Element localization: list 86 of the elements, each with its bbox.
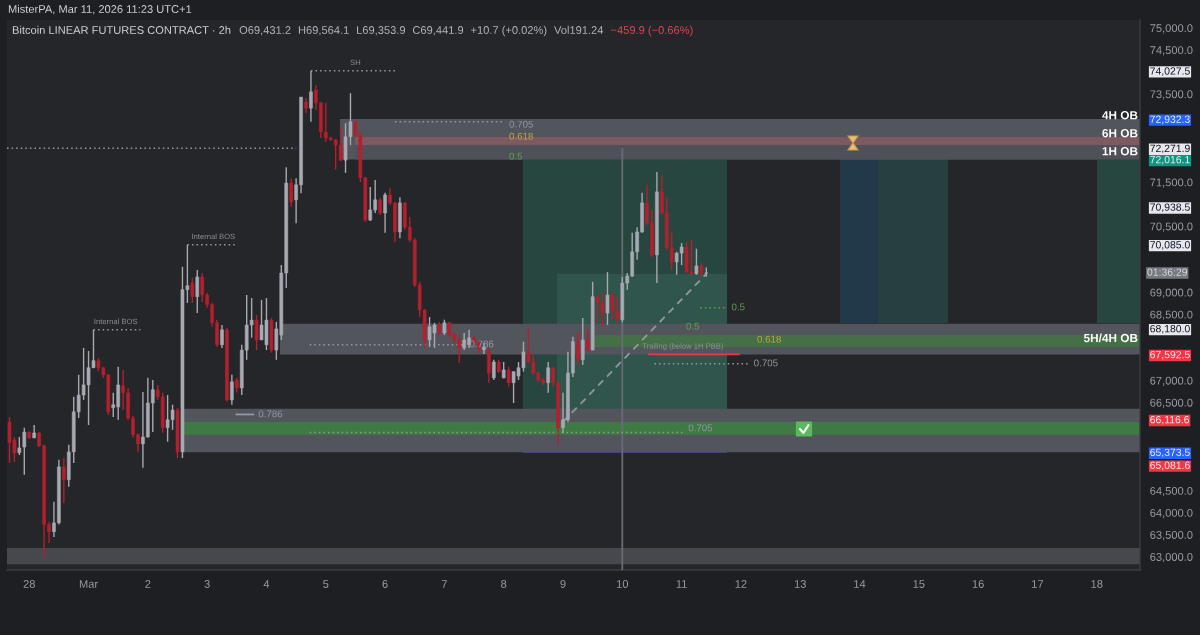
chart-title: MisterPA, Mar 11, 2026 11:23 UTC+1 xyxy=(8,4,192,15)
band-label: 5H/4H OB xyxy=(1083,333,1138,343)
candlestick xyxy=(576,331,580,366)
y-tick-label: 68,180.0 xyxy=(1150,324,1190,334)
y-tick-label: 72,932.3 xyxy=(1150,115,1190,125)
x-tick-label: 8 xyxy=(501,580,507,588)
candlestick xyxy=(230,374,234,406)
annotation: Vol191.24 xyxy=(554,25,604,34)
annotation: 0.618 xyxy=(757,335,781,343)
series-label: 0.786 xyxy=(258,410,283,418)
y-tick-label: 72,016.1 xyxy=(1150,155,1190,165)
y-tick-label: 74,500.0 xyxy=(1150,46,1193,56)
annotation: L69,353.9 xyxy=(357,26,406,36)
x-tick-label: 28 xyxy=(23,580,35,588)
y-tick-label: 70,938.5 xyxy=(1150,203,1190,213)
candlestick xyxy=(491,359,496,381)
y-tick-label: 66,500.0 xyxy=(1150,398,1193,408)
y-tick-label: 65,081.6 xyxy=(1150,461,1190,471)
y-tick-label: 70,500.0 xyxy=(1150,222,1193,232)
y-tick-label: 64,500.0 xyxy=(1150,486,1193,497)
y-tick-label: 69,000.0 xyxy=(1150,288,1193,298)
y-tick-label: 67,592.5 xyxy=(1150,350,1190,360)
x-tick-label: 13 xyxy=(794,580,806,588)
y-tick-label: 73,500.0 xyxy=(1150,90,1193,100)
candlestick xyxy=(368,186,373,222)
y-tick-label: 67,000.0 xyxy=(1150,376,1193,386)
y-tick-label: 72,271.9 xyxy=(1150,144,1190,154)
chart-subtitle: Bitcoin LINEAR FUTURES CONTRACT · 2h xyxy=(12,25,231,34)
band-label: 1H OB xyxy=(1102,147,1138,156)
series-label: 0.705 xyxy=(509,120,534,128)
annotation: −459.9 (−0.66%) xyxy=(611,25,693,37)
candlestick xyxy=(309,70,313,123)
y-tick-label: 63,000.0 xyxy=(1150,553,1193,563)
series-label: 0.5 xyxy=(731,303,745,311)
x-tick-label: 11 xyxy=(676,580,687,588)
candlestick xyxy=(383,192,387,234)
candlestick xyxy=(62,457,66,504)
y-tick-label: 71,500.0 xyxy=(1150,178,1193,188)
x-tick-label: 15 xyxy=(913,580,925,588)
x-tick-label: 2 xyxy=(145,580,151,588)
x-tick-label: 14 xyxy=(854,580,866,588)
x-tick-label: 5 xyxy=(323,580,329,588)
x-tick-label: 18 xyxy=(1091,580,1103,588)
x-tick-label: 10 xyxy=(616,580,629,588)
text: 01:36:29 xyxy=(1147,268,1188,276)
annotation: 0.618 xyxy=(509,132,533,140)
candlestick xyxy=(200,272,205,303)
x-tick-label: Mar xyxy=(79,580,98,588)
annotation: H69,564.1 xyxy=(298,26,349,36)
x-tick-label: 7 xyxy=(441,580,447,588)
x-tick-label: 4 xyxy=(263,580,270,588)
candlestick xyxy=(580,317,585,366)
candlestick xyxy=(546,361,550,394)
annotation: 0.5 xyxy=(509,152,523,160)
candlestick xyxy=(506,366,511,388)
annotation: 0.5 xyxy=(686,322,700,330)
y-tick-label: 74,027.5 xyxy=(1150,67,1190,76)
y-tick-label: 70,085.0 xyxy=(1150,241,1190,250)
annotation: O69,431.2 xyxy=(239,26,291,36)
candlestick xyxy=(585,329,590,353)
y-tick-label: 65,373.5 xyxy=(1150,448,1190,458)
candlestick xyxy=(289,177,293,208)
y-tick-label: 64,000.0 xyxy=(1150,508,1193,519)
y-tick-label: 66,116.6 xyxy=(1150,415,1190,425)
candlestick xyxy=(190,277,195,304)
x-tick-label: 6 xyxy=(382,580,388,588)
y-tick-label: 63,500.0 xyxy=(1150,531,1193,541)
candlestick xyxy=(694,248,699,276)
band-label: 4H OB xyxy=(1102,111,1138,120)
candlestick xyxy=(220,324,224,349)
x-tick-label: 17 xyxy=(1032,580,1044,588)
series-label: 0.705 xyxy=(754,359,778,367)
candlestick xyxy=(254,314,259,351)
x-tick-label: 9 xyxy=(560,580,566,588)
x-tick-label: 3 xyxy=(204,580,210,588)
annotation: +10.7 (+0.02%) xyxy=(471,25,547,37)
series-label: 0.705 xyxy=(688,424,713,432)
candlestick xyxy=(487,347,491,384)
y-tick-label: 75,000.0 xyxy=(1150,24,1193,34)
x-tick-label: 16 xyxy=(972,580,984,588)
annotation: C69,441.9 xyxy=(412,26,464,36)
y-tick-label: 68,500.0 xyxy=(1150,310,1193,320)
candlestick xyxy=(605,271,610,326)
candlestick xyxy=(195,269,200,314)
band-label: 6H OB xyxy=(1102,129,1138,138)
x-tick-label: 12 xyxy=(735,580,747,588)
